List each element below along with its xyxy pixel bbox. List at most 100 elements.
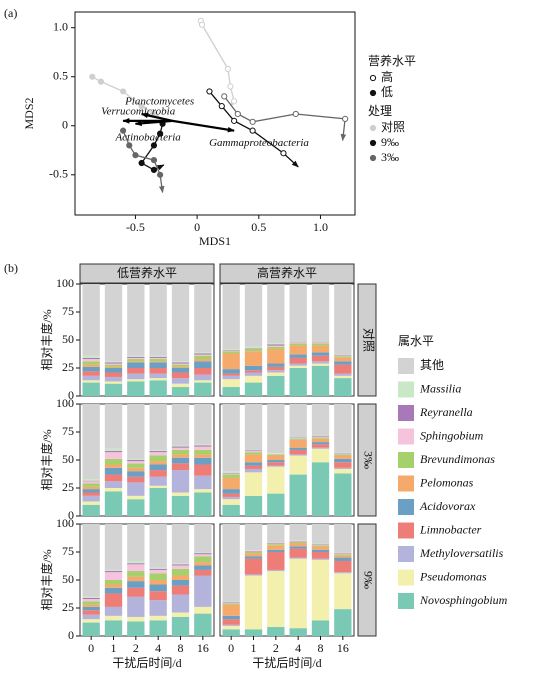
bar-segment	[311, 435, 330, 437]
bar-segment	[222, 373, 240, 376]
bar-segment	[82, 596, 100, 598]
bar-segment	[127, 357, 145, 360]
bar-segment	[311, 620, 330, 636]
bar-segment	[244, 550, 263, 551]
bar-segment	[334, 361, 352, 365]
bar-segment	[104, 587, 123, 594]
bar-segment	[149, 620, 167, 636]
bar-segment	[149, 357, 167, 360]
bar-segment	[194, 524, 212, 552]
bar-segment	[222, 471, 240, 473]
bar-segment	[194, 492, 212, 516]
bar-segment	[194, 613, 212, 636]
bar-segment	[127, 356, 145, 358]
facet-frame	[219, 283, 355, 397]
bar-segment	[194, 475, 212, 490]
bar-segment	[222, 379, 240, 388]
bar-segment	[334, 356, 352, 358]
bar-segment	[289, 439, 307, 448]
bar-segment	[194, 552, 212, 554]
bar-segment	[171, 580, 190, 586]
legend-marker	[369, 124, 377, 132]
y-tick-label: 75	[62, 304, 74, 318]
bar-segment	[104, 372, 123, 377]
bar-segment	[171, 361, 190, 363]
bar-segment	[334, 573, 352, 610]
bar-segment	[311, 448, 330, 463]
facet-strip-label: 对照	[361, 328, 375, 352]
bar-segment	[127, 467, 145, 472]
point	[231, 117, 238, 124]
bar-segment	[267, 465, 285, 467]
bar-segment	[127, 362, 145, 368]
bar-segment	[82, 622, 100, 636]
bar-segment	[194, 368, 212, 375]
bar-segment	[311, 437, 330, 438]
bar-segment	[267, 343, 285, 345]
bar-segment	[82, 495, 100, 502]
bar-segment	[289, 341, 307, 342]
bar-segment	[171, 564, 190, 566]
bar-segment	[194, 606, 212, 614]
bar-segment	[267, 627, 285, 636]
bar-segment	[334, 357, 352, 362]
facet-strip-label: 9‰	[361, 571, 375, 589]
bar-segment	[82, 479, 100, 481]
x-tick-label: 8	[178, 641, 184, 655]
bar-segment	[289, 543, 307, 547]
bar-segment	[222, 601, 240, 603]
bar-segment	[194, 562, 212, 566]
bar-segment	[311, 363, 330, 366]
bar-segment	[311, 444, 330, 448]
bar-segment	[244, 351, 263, 366]
bar-segment	[149, 284, 167, 356]
legend-title: 属水平	[398, 334, 434, 348]
point	[231, 98, 238, 105]
bar-segment	[334, 455, 352, 459]
legend-swatch	[398, 405, 414, 421]
bar-segment	[149, 524, 167, 568]
bar-segment	[334, 555, 352, 558]
bar-segment	[311, 355, 330, 362]
bar-segment	[149, 373, 167, 379]
bar-segment	[289, 541, 307, 542]
bar-segment	[289, 438, 307, 439]
bar-segment	[104, 615, 123, 621]
bar-segment	[194, 569, 212, 576]
bar-segment	[289, 548, 307, 558]
bar-segment	[82, 524, 100, 597]
bar-segment	[127, 404, 145, 459]
bar-segment	[171, 372, 190, 379]
bar-segment	[149, 461, 167, 465]
legend-marker	[369, 74, 377, 82]
bar-segment	[289, 540, 307, 542]
bar-segment	[171, 449, 190, 455]
bar-segment	[82, 361, 100, 365]
bar-segment	[311, 549, 330, 552]
legend-label: 高	[381, 69, 393, 84]
y-tick-label: 25	[62, 480, 74, 494]
bar-segment	[127, 463, 145, 468]
y-tick-label: 1.0	[53, 19, 68, 33]
bar-segment	[222, 375, 240, 380]
bar-segment	[82, 366, 100, 372]
bar-segment	[244, 348, 263, 352]
bar-segment	[267, 345, 285, 347]
facet-header-label: 高营养水平	[257, 265, 317, 280]
bar-segment	[311, 343, 330, 346]
bar-segment	[82, 492, 100, 496]
bar-segment	[104, 474, 123, 482]
bar-segment	[149, 361, 167, 363]
bar-segment	[149, 488, 167, 516]
legend-swatch	[398, 569, 414, 586]
legend-label: Massilia	[419, 381, 461, 395]
bar-segment	[334, 355, 352, 357]
legend-label: Pelomonas	[419, 475, 474, 489]
point	[249, 118, 256, 125]
bar-segment	[149, 485, 167, 488]
bar-segment	[194, 553, 212, 555]
y-tick-label: -0.5	[49, 167, 68, 181]
bar-segment	[194, 382, 212, 396]
x-tick-label: 16	[337, 641, 349, 655]
